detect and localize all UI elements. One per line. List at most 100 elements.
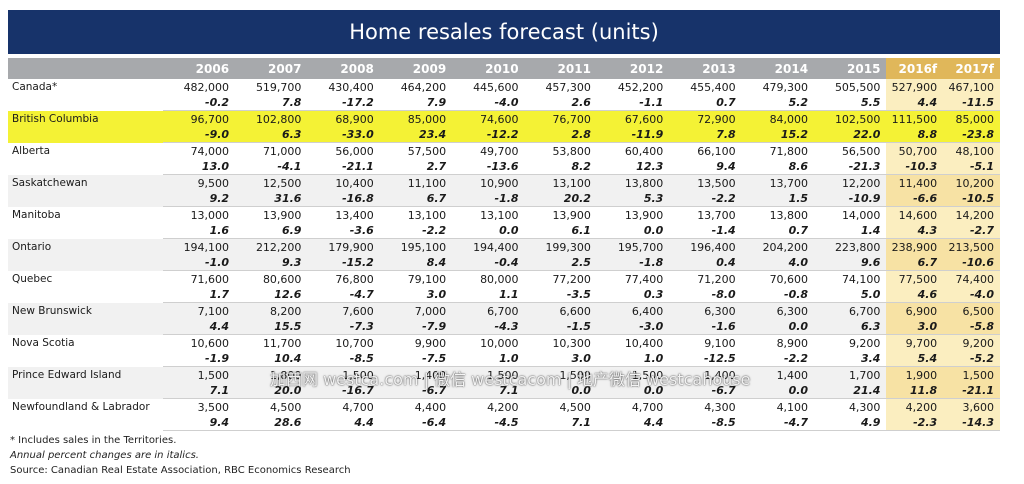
pct-change-cell: -10.9 — [814, 191, 887, 207]
footnote-italics: Annual percent changes are in italics. — [10, 450, 199, 461]
units-cell: 13,100 — [379, 206, 453, 223]
table-row-pct-prince-edward-island: 7.1 20.0 -16.7 -6.7 7.1 0.0 0.0 -6.7 0.0 21.4 11.8… — [8, 383, 1000, 399]
pct-change-cell: 10.4 — [235, 351, 308, 367]
pct-change-cell: -1.5 — [524, 319, 597, 335]
pct-change-cell: -1.1 — [596, 95, 670, 111]
units-cell: 4,200 — [886, 398, 944, 415]
region-label: Ontario — [8, 238, 163, 271]
pct-change-cell: 9.4 — [669, 159, 742, 175]
pct-change-cell: 4.4 — [596, 415, 670, 431]
pct-change-cell: 7.1 — [452, 383, 525, 399]
units-cell: 527,900 — [886, 79, 944, 95]
pct-change-cell: -5.2 — [943, 351, 1000, 367]
units-cell: 57,500 — [379, 142, 453, 159]
pct-change-cell: -3.0 — [596, 319, 670, 335]
units-cell: 519,700 — [235, 79, 308, 95]
pct-change-cell: -10.6 — [943, 255, 1000, 271]
pct-change-cell: -10.5 — [943, 191, 1000, 207]
table-row-pct-alberta: 13.0 -4.1 -21.1 2.7 -13.6 8.2 12.3 9.4 8.6 -21.3-… — [8, 159, 1000, 175]
table-row-units-alberta: Alberta 74,000 71,000 56,000 57,500 49,700 53,… — [8, 142, 1000, 175]
units-cell: 10,900 — [452, 174, 525, 191]
units-cell: 457,300 — [524, 79, 597, 95]
pct-change-cell: 7.8 — [669, 127, 742, 143]
units-cell: 56,500 — [814, 142, 887, 159]
units-cell: 96,700 — [162, 110, 236, 127]
units-cell: 4,400 — [379, 398, 453, 415]
pct-change-cell: 0.7 — [669, 95, 742, 111]
pct-change-cell: -12.2 — [452, 127, 525, 143]
units-cell: 464,200 — [379, 79, 453, 95]
units-cell: 6,600 — [524, 302, 597, 319]
region-label: Newfoundland & Labrador — [8, 398, 163, 431]
units-cell: 79,100 — [379, 270, 453, 287]
pct-change-cell: 12.6 — [235, 287, 308, 303]
column-header-2016f: 2016f — [886, 58, 944, 79]
pct-change-cell: 5.5 — [814, 95, 887, 111]
units-cell: 204,200 — [741, 238, 815, 255]
pct-change-cell: -7.9 — [379, 319, 453, 335]
units-cell: 53,800 — [524, 142, 597, 159]
column-header-2007: 2007 — [235, 58, 308, 79]
pct-change-cell: 6.9 — [235, 223, 308, 239]
units-cell: 1,500 — [452, 366, 525, 383]
pct-change-cell: -0.8 — [741, 287, 815, 303]
units-cell: 445,600 — [452, 79, 525, 95]
pct-change-cell: -4.3 — [452, 319, 525, 335]
pct-change-cell: 6.7 — [379, 191, 453, 207]
pct-change-cell: -11.5 — [943, 95, 1000, 111]
pct-change-cell: 4.4 — [886, 95, 944, 111]
table-row-pct-new-brunswick: 4.4 15.5 -7.3 -7.9 -4.3 -1.5 -3.0 -1.6 0.0 6.3 3.0… — [8, 319, 1000, 335]
units-cell: 10,400 — [307, 174, 380, 191]
units-cell: 199,300 — [524, 238, 597, 255]
units-cell: 3,500 — [162, 398, 236, 415]
pct-change-cell: -16.7 — [307, 383, 380, 399]
pct-change-cell: 9.6 — [814, 255, 887, 271]
table-row-units-quebec: Quebec 71,600 80,600 76,800 79,100 80,000 77,2… — [8, 270, 1000, 303]
pct-change-cell: -4.5 — [452, 415, 525, 431]
pct-change-cell: 9.4 — [162, 415, 236, 431]
pct-change-cell: 3.0 — [379, 287, 453, 303]
units-cell: 4,300 — [814, 398, 887, 415]
units-cell: 11,400 — [886, 174, 944, 191]
units-cell: 430,400 — [307, 79, 380, 95]
pct-change-cell: 8.6 — [741, 159, 815, 175]
column-header-2011: 2011 — [524, 58, 597, 79]
table-header-row: 2006 2007 2008 2009 2010 2011 2012 2013 2014 2015… — [8, 58, 1000, 79]
units-cell: 11,700 — [235, 334, 308, 351]
chart-title: Home resales forecast (units) — [349, 20, 659, 44]
pct-change-cell: -3.5 — [524, 287, 597, 303]
column-header-2012: 2012 — [596, 58, 670, 79]
pct-change-cell: 13.0 — [162, 159, 236, 175]
units-cell: 9,200 — [943, 334, 1000, 351]
units-cell: 13,700 — [669, 206, 742, 223]
pct-change-cell: -4.7 — [307, 287, 380, 303]
region-label: British Columbia — [8, 110, 163, 143]
pct-change-cell: 9.3 — [235, 255, 308, 271]
footnotes: * Includes sales in the Territories. Ann… — [10, 433, 351, 478]
pct-change-cell: -7.5 — [379, 351, 453, 367]
pct-change-cell: 1.4 — [814, 223, 887, 239]
pct-change-cell: 5.2 — [741, 95, 815, 111]
pct-change-cell: -6.7 — [669, 383, 742, 399]
pct-change-cell: 2.7 — [379, 159, 453, 175]
pct-change-cell: 0.3 — [596, 287, 670, 303]
units-cell: 111,500 — [886, 110, 944, 127]
pct-change-cell: -14.3 — [943, 415, 1000, 431]
column-header-2015: 2015 — [814, 58, 887, 79]
column-header-2013: 2013 — [669, 58, 742, 79]
region-label: Prince Edward Island — [8, 366, 163, 399]
pct-change-cell: 1.7 — [162, 287, 236, 303]
units-cell: 9,900 — [379, 334, 453, 351]
pct-change-cell: 4.4 — [162, 319, 236, 335]
units-cell: 77,400 — [596, 270, 670, 287]
table-row-units-new-brunswick: New Brunswick 7,100 8,200 7,600 7,000 6,700 6,… — [8, 302, 1000, 335]
units-cell: 14,000 — [814, 206, 887, 223]
pct-change-cell: 0.0 — [524, 383, 597, 399]
pct-change-cell: 7.1 — [524, 415, 597, 431]
units-cell: 7,100 — [162, 302, 236, 319]
units-cell: 13,100 — [524, 174, 597, 191]
pct-change-cell: 5.3 — [596, 191, 670, 207]
pct-change-cell: 1.0 — [452, 351, 525, 367]
units-cell: 71,200 — [669, 270, 742, 287]
pct-change-cell: -6.6 — [886, 191, 944, 207]
